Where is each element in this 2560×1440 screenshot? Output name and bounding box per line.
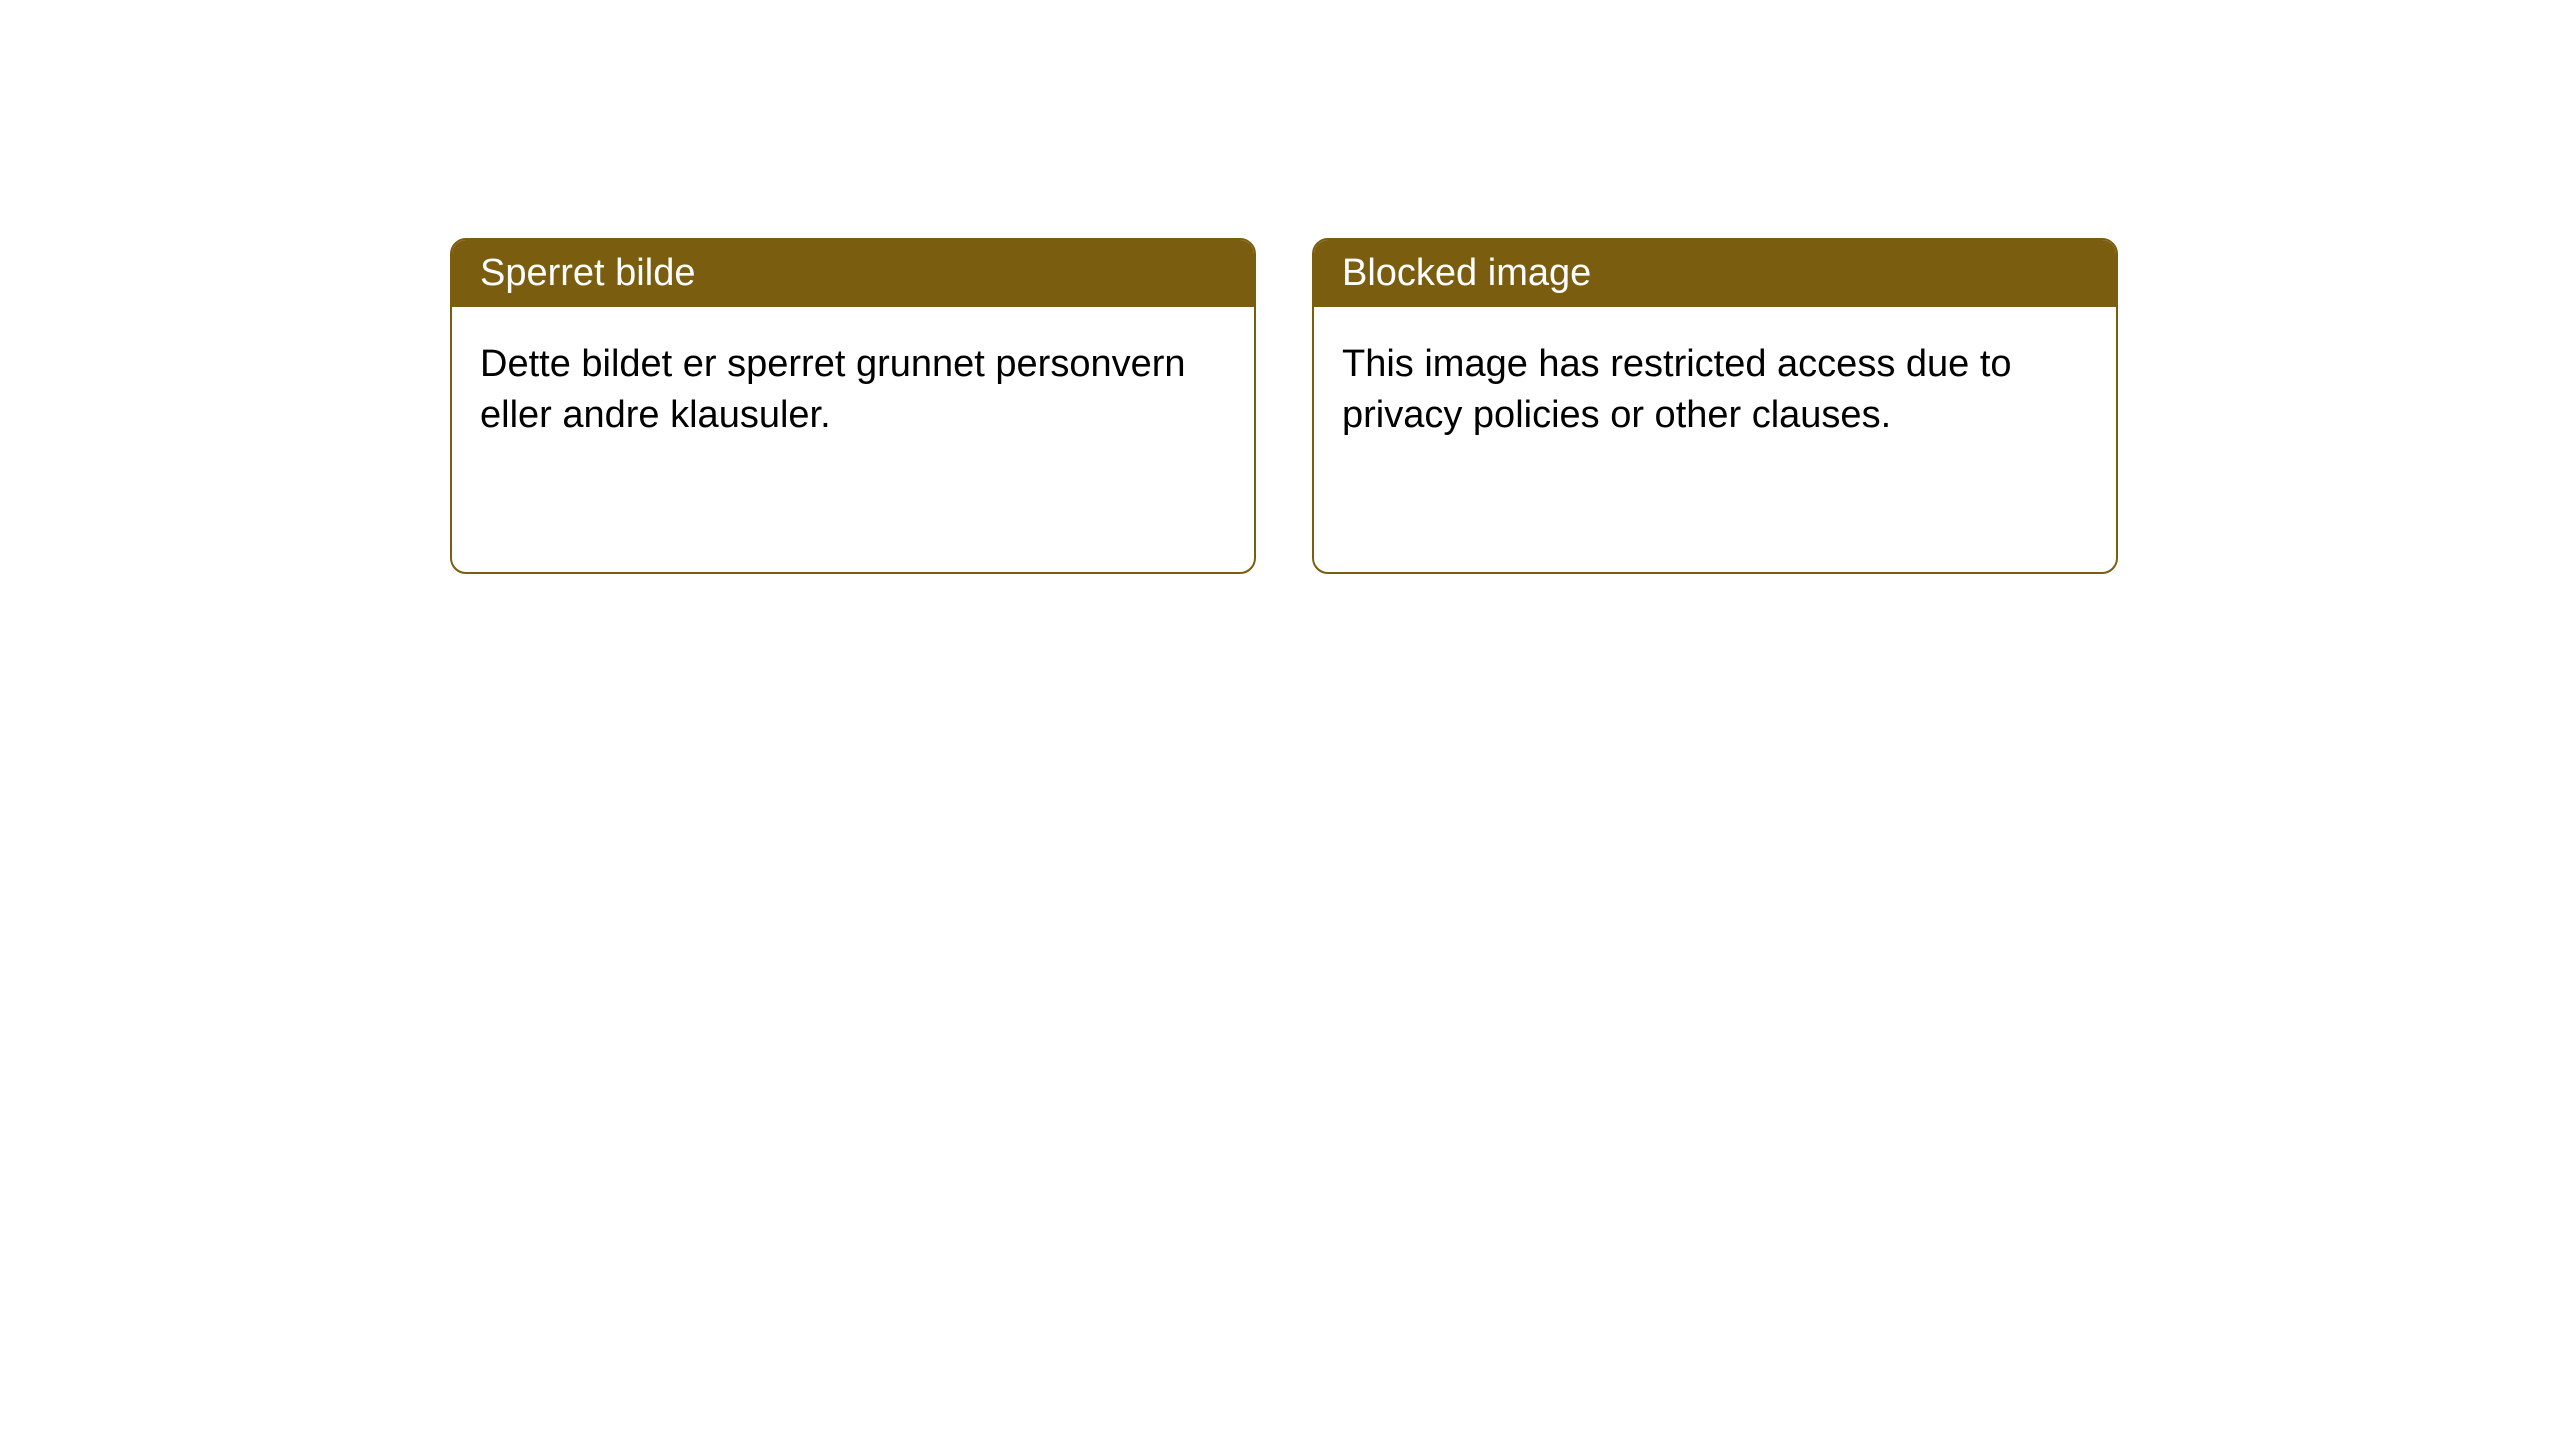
notice-title-english: Blocked image (1314, 240, 2116, 307)
notice-title-norwegian: Sperret bilde (452, 240, 1254, 307)
notice-card-english: Blocked image This image has restricted … (1312, 238, 2118, 574)
notice-body-norwegian: Dette bildet er sperret grunnet personve… (452, 307, 1254, 474)
notice-container: Sperret bilde Dette bildet er sperret gr… (0, 0, 2560, 574)
notice-body-english: This image has restricted access due to … (1314, 307, 2116, 474)
notice-card-norwegian: Sperret bilde Dette bildet er sperret gr… (450, 238, 1256, 574)
